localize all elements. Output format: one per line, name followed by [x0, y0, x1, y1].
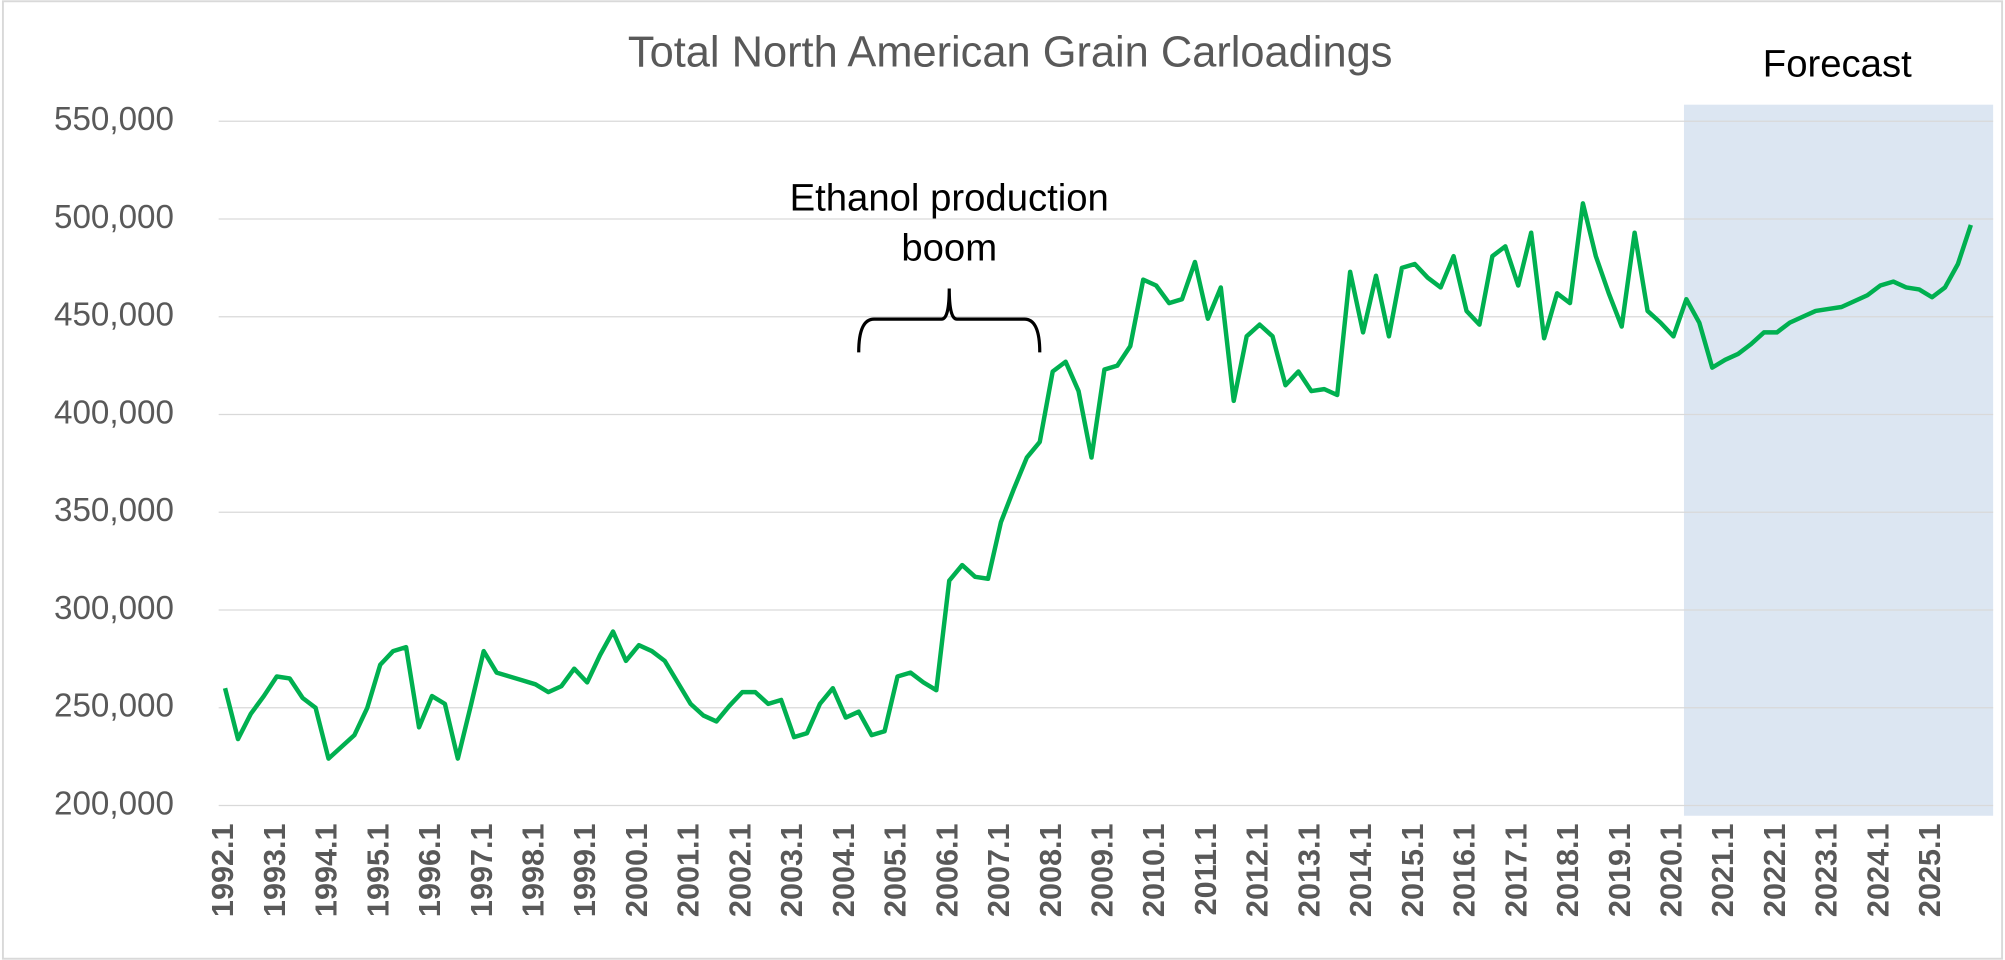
x-tick-label: 2022.1 — [1758, 823, 1792, 917]
x-tick-label: 2002.1 — [723, 823, 757, 917]
x-tick-label: 2020.1 — [1655, 823, 1689, 917]
x-tick-label: 2004.1 — [827, 823, 861, 917]
x-tick-label: 1996.1 — [413, 823, 447, 917]
x-tick-label: 2025.1 — [1913, 823, 1947, 917]
x-tick-label: 2001.1 — [672, 823, 706, 917]
background-layer — [218, 104, 1994, 816]
x-tick-label: 2018.1 — [1551, 823, 1585, 917]
x-tick-label: 1999.1 — [568, 823, 602, 917]
x-tick-label: 2017.1 — [1499, 823, 1533, 917]
y-tick-label: 400,000 — [54, 394, 174, 431]
annotation-brace — [857, 288, 1042, 353]
annotation-text: boom — [901, 226, 997, 269]
x-tick-label: 1994.1 — [310, 823, 344, 917]
y-tick-label: 450,000 — [54, 297, 174, 334]
forecast-label: Forecast — [1763, 42, 1912, 85]
x-tick-label: 2010.1 — [1137, 823, 1171, 917]
x-tick-label: 2000.1 — [620, 823, 654, 917]
annotation-text: Ethanol production — [790, 177, 1109, 220]
forecast-region — [1683, 104, 1994, 816]
x-tick-label: 2021.1 — [1706, 823, 1740, 917]
chart-title: Total North American Grain Carloadings — [628, 28, 1393, 76]
x-tick-label: 2019.1 — [1603, 823, 1637, 917]
x-tick-label: 2009.1 — [1086, 823, 1120, 917]
y-tick-label: 300,000 — [54, 590, 174, 627]
x-tick-label: 1995.1 — [361, 823, 395, 917]
x-tick-label: 1993.1 — [258, 823, 292, 917]
x-tick-label: 2012.1 — [1241, 823, 1275, 917]
x-tick-label: 2014.1 — [1344, 823, 1378, 917]
x-tick-label: 1992.1 — [206, 823, 240, 917]
x-tick-label: 2008.1 — [1034, 823, 1068, 917]
x-tick-label: 2016.1 — [1448, 823, 1482, 917]
x-tick-label: 2011.1 — [1189, 823, 1223, 915]
y-tick-label: 250,000 — [54, 688, 174, 725]
x-tick-label: 2023.1 — [1810, 823, 1844, 917]
x-tick-label: 2013.1 — [1292, 823, 1326, 917]
y-tick-label: 500,000 — [54, 199, 174, 236]
y-tick-label: 550,000 — [54, 101, 174, 138]
x-tick-label: 2007.1 — [982, 823, 1016, 917]
x-tick-label: 1998.1 — [517, 823, 551, 917]
x-tick-label: 1997.1 — [465, 823, 499, 917]
x-tick-label: 2024.1 — [1861, 823, 1895, 917]
x-tick-label: 2005.1 — [879, 823, 913, 917]
y-tick-label: 350,000 — [54, 492, 174, 529]
x-tick-label: 2003.1 — [775, 823, 809, 917]
y-tick-label: 200,000 — [54, 785, 174, 822]
x-tick-label: 2015.1 — [1396, 823, 1430, 917]
data-line — [222, 201, 1973, 761]
x-tick-label: 2006.1 — [930, 823, 964, 917]
